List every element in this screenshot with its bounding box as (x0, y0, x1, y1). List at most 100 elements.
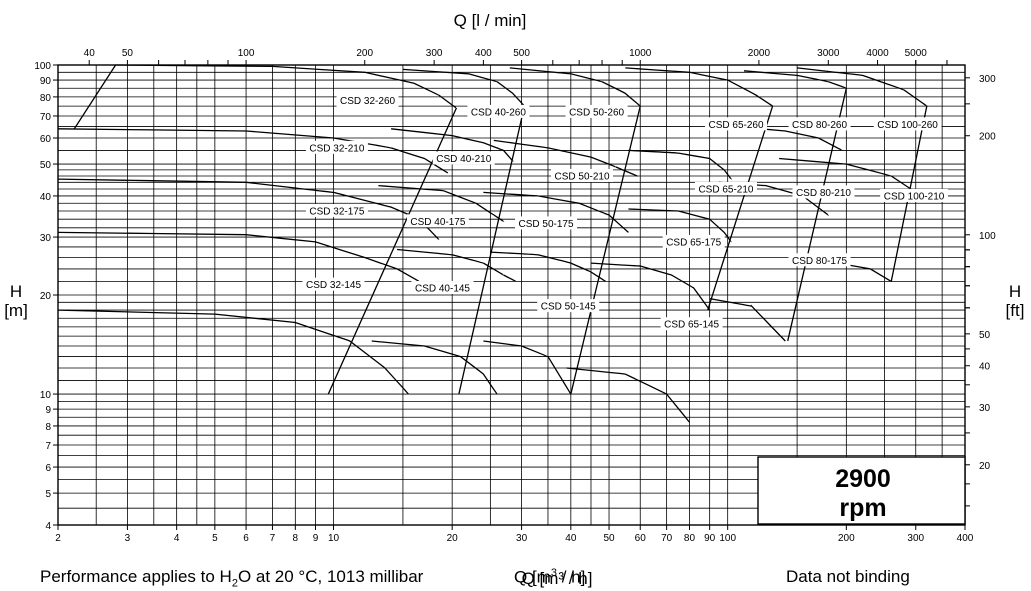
curve-label: CSD 80-210 (796, 188, 851, 199)
x-tick-label: 70 (661, 533, 673, 544)
x2-tick-label: 40 (84, 48, 96, 59)
top-axis-title: Q [l / min] (454, 11, 527, 30)
svg-text:[m]: [m] (4, 301, 28, 320)
left-axis-title: H [m] (4, 282, 28, 320)
curve-label-bg (515, 216, 578, 230)
y-tick-label: 30 (40, 233, 52, 244)
curve-labels: CSD 32-260 CSD 32-210 CSD 32-175 CSD 32-145… (302, 93, 948, 331)
x2-tick-label: 5000 (905, 48, 928, 59)
series-curve (490, 251, 606, 282)
x-tick-label: 9 (313, 533, 319, 544)
series-curve (743, 70, 847, 89)
x2-tick-label: 200 (356, 48, 373, 59)
y-tick-label: 50 (40, 160, 52, 171)
curve-label-bg (880, 188, 948, 202)
curve-label-bg (411, 281, 474, 295)
y-tick-label: 40 (40, 192, 52, 203)
x-tick-label: 60 (635, 533, 647, 544)
curve-label-bg (467, 104, 530, 118)
x-tick-label: 100 (719, 533, 736, 544)
series-curve (590, 262, 711, 311)
y2-tick-label: 300 (979, 74, 996, 85)
curve-label-bg (705, 117, 768, 131)
x2-tick-label: 1000 (629, 48, 652, 59)
speed-unit: rpm (839, 494, 886, 522)
x-tick-label: 2 (55, 533, 61, 544)
y-tick-label: 80 (40, 93, 52, 104)
y2-tick-label: 100 (979, 231, 996, 242)
x-tick-label: 90 (704, 533, 716, 544)
series-curve (628, 208, 732, 243)
series-curve (509, 67, 641, 107)
bottom-axis-title: Q [m³ / h] (522, 569, 593, 588)
curve-label-bg (551, 168, 614, 182)
curve-label: CSD 100-260 (877, 120, 938, 131)
curve-label: CSD 80-175 (792, 256, 847, 267)
y2-tick-label: 30 (979, 403, 991, 414)
boundary-line (707, 105, 774, 311)
svg-text:[ft]: [ft] (1006, 301, 1025, 320)
x-tick-label: 3 (125, 533, 131, 544)
y2-tick-label: 40 (979, 362, 991, 373)
x2-tick-label: 100 (238, 48, 255, 59)
x-tick-label: 5 (212, 533, 218, 544)
y-tick-label: 8 (45, 422, 51, 433)
series-curve (57, 309, 410, 395)
curve-label: CSD 32-210 (309, 143, 364, 154)
series-curve (797, 67, 928, 107)
series-curve (402, 68, 526, 107)
x-tick-label: 30 (516, 533, 528, 544)
y-tick-label: 70 (40, 112, 52, 123)
series-curve (57, 128, 449, 174)
x2-tick-label: 50 (122, 48, 134, 59)
x2-tick-label: 4000 (866, 48, 889, 59)
curve-label-bg (662, 234, 725, 248)
series-curve (779, 157, 923, 197)
y-tick-label: 6 (45, 463, 51, 474)
performance-curves (57, 64, 928, 424)
curve-label: CSD 65-260 (709, 120, 764, 131)
series-curve (397, 248, 517, 283)
curve-label: CSD 32-145 (306, 280, 361, 291)
curve-label: CSD 100-210 (884, 191, 945, 202)
curve-label-bg (432, 151, 495, 165)
y2-tick-label: 200 (979, 132, 996, 143)
series-curve (566, 367, 691, 424)
right-axis-title: H [ft] (1006, 282, 1025, 320)
curve-label: CSD 50-145 (541, 302, 596, 313)
x-tick-label: 400 (957, 533, 974, 544)
x2-tick-label: 500 (513, 48, 530, 59)
y-tick-label: 100 (34, 61, 51, 72)
y-tick-label: 5 (45, 489, 51, 500)
data-not-binding-note: Data not binding (786, 567, 910, 586)
x-tick-label: 4 (174, 533, 180, 544)
series-curve (483, 191, 629, 233)
curve-label-bg (302, 277, 365, 291)
curve-label: CSD 50-175 (518, 219, 573, 230)
series-curve (115, 64, 458, 109)
svg-text:H: H (1009, 282, 1021, 301)
y-tick-label: 20 (40, 291, 52, 302)
curve-label: CSD 32-260 (340, 96, 395, 107)
y-tick-label: 7 (45, 441, 51, 452)
curve-label-bg (565, 104, 628, 118)
curve-label: CSD 50-210 (554, 171, 609, 182)
curve-label: CSD 40-210 (436, 154, 491, 165)
y2-tick-label: 20 (979, 461, 991, 472)
series-curve (57, 231, 420, 283)
curve-label-bg (788, 253, 851, 267)
curve-label: CSD 80-260 (792, 120, 847, 131)
curve-label-bg (660, 317, 723, 331)
y2-tick-label: 50 (979, 330, 991, 341)
series-curve (371, 340, 498, 395)
performance-note: Performance applies to H2O at 20 °C, 101… (40, 567, 424, 590)
curve-label-bg (406, 214, 469, 228)
y-tick-label: 90 (40, 76, 52, 87)
axes: 2 3 4 5 6 7 8 9 10 20 30 40 50 60 70 80 90 100 200 300 40045… (34, 48, 996, 544)
curve-label-bg (336, 93, 399, 107)
series-curve (625, 67, 773, 107)
x2-tick-label: 400 (475, 48, 492, 59)
curve-label-bg (537, 299, 600, 313)
series-curve (493, 139, 639, 177)
